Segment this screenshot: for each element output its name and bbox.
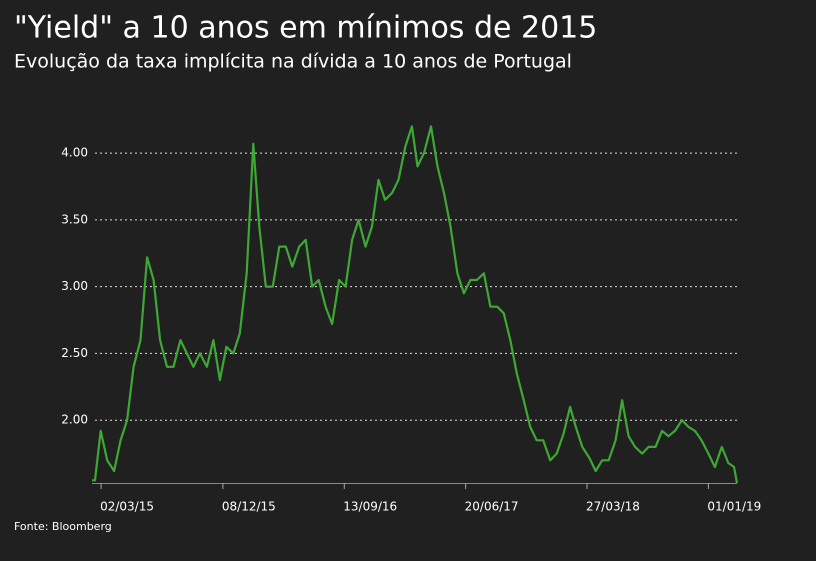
- chart-title: "Yield" a 10 anos em mínimos de 2015: [14, 11, 597, 46]
- x-tick-label: 08/12/15: [222, 500, 276, 514]
- y-tick-label: 2.00: [61, 413, 88, 427]
- chart-subtitle: Evolução da taxa implícita na dívida a 1…: [14, 51, 572, 73]
- line: [92, 125, 739, 484]
- y-tick-label: 3.50: [61, 212, 88, 226]
- x-tick-label: 13/09/16: [343, 500, 397, 514]
- x-tick-label: 27/03/18: [586, 500, 640, 514]
- x-tick-label: 20/06/17: [465, 500, 519, 514]
- x-tick-label: 02/03/15: [100, 500, 154, 514]
- y-tick-label: 4.00: [61, 146, 88, 160]
- x-tick-label: 01/01/19: [707, 500, 761, 514]
- y-tick-label: 2.50: [61, 346, 88, 360]
- source: Fonte: Bloomberg: [14, 520, 112, 533]
- y-tick-label: 3.00: [61, 279, 88, 293]
